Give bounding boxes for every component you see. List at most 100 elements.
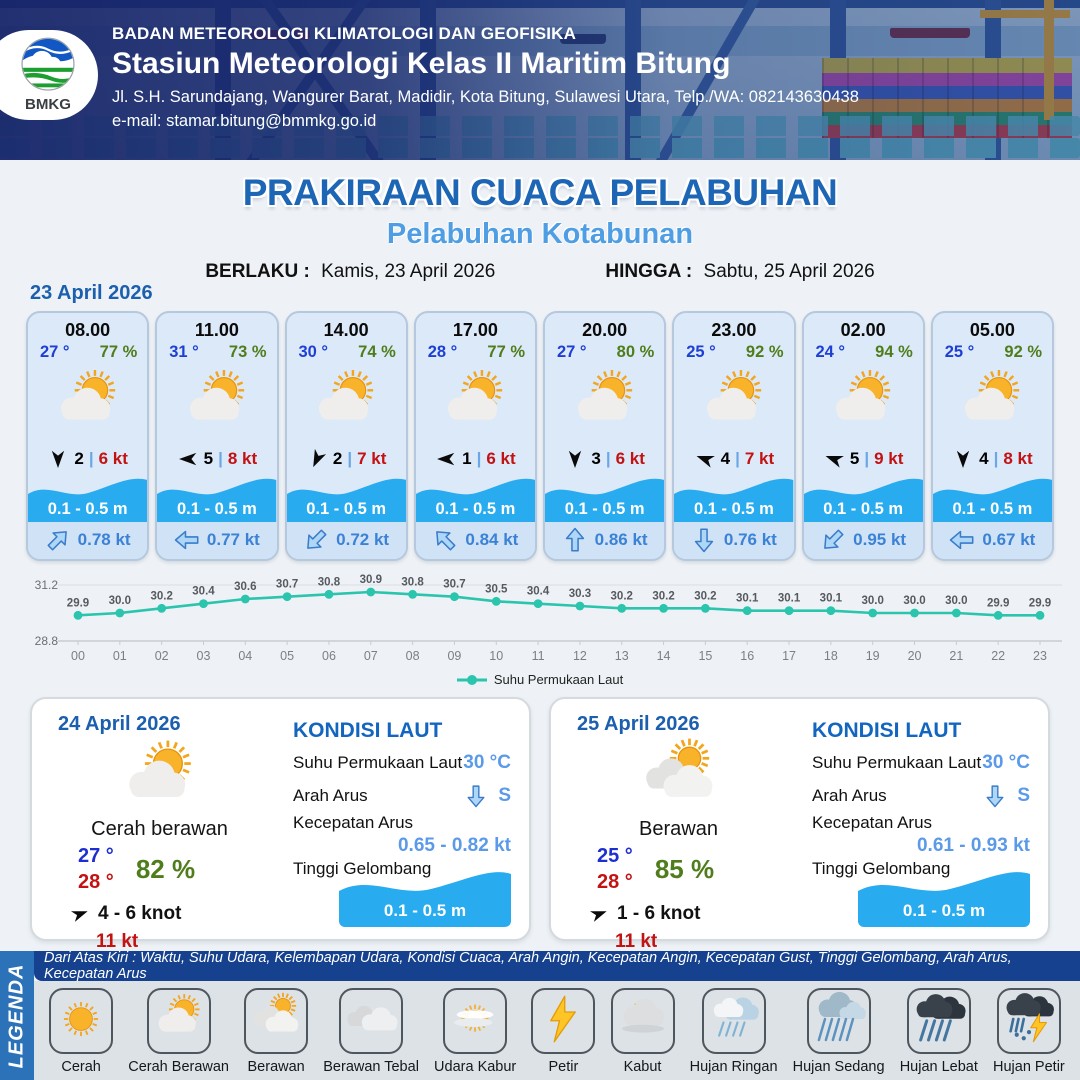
header-overlay (0, 0, 1080, 160)
current-speed-label: Kecepatan Arus (812, 813, 933, 832)
legend-icon-box (146, 988, 211, 1054)
hourly-gust: 6 kt (486, 449, 516, 469)
hourly-wave-height: 0.1 - 0.5 m (564, 499, 645, 518)
hourly-wind-row: 1 | 6 kt (416, 444, 535, 473)
svg-text:29.9: 29.9 (67, 597, 89, 609)
sea-conditions-panel: KONDISI LAUT Suhu Permukaan Laut 30 °C A… (267, 709, 511, 929)
hourly-temp: 30 ° (298, 343, 329, 361)
wind-gust-separator: | (605, 449, 611, 469)
weather-icon (248, 991, 304, 1052)
svg-text:30.2: 30.2 (150, 590, 172, 602)
daily-wind-row: 4 - 6 knot (70, 903, 267, 925)
weather-icon (811, 991, 867, 1052)
daily-wind-range: 4 - 6 knot (98, 903, 182, 924)
sst-chart: 31.2 28.8 00 01 02 03 04 05 06 07 08 09 10 11 12 13 14 15… (35, 574, 1062, 663)
hourly-wind-speed: 4 (979, 449, 989, 469)
weather-icon (157, 362, 276, 444)
hourly-wave-height: 0.1 - 0.5 m (952, 499, 1033, 518)
current-direction-icon (467, 785, 485, 808)
hourly-humidity: 80 % (616, 343, 655, 361)
svg-text:30.2: 30.2 (611, 590, 633, 602)
weather-icon (571, 736, 786, 820)
hourly-humidity: 73 % (228, 343, 267, 361)
weather-icon (545, 362, 664, 444)
wind-direction-icon (306, 448, 328, 470)
weather-icon (674, 362, 793, 444)
svg-text:04: 04 (238, 649, 252, 663)
daily-date: 25 April 2026 (577, 713, 700, 735)
daily-humidity: 82 % (135, 853, 196, 884)
weather-icon (933, 362, 1052, 444)
legend-icon-box (443, 988, 508, 1054)
wave-height-band: 0.1 - 0.5 m (674, 474, 794, 522)
current-speed-value: 0.65 - 0.82 kt (397, 835, 511, 856)
hourly-temp-humidity: 27 ° 80 % (545, 341, 664, 362)
hourly-wave-height: 0.1 - 0.5 m (306, 499, 387, 518)
hourly-forecast-card: 14.00 30 ° 74 % 2 | 7 kt 0.1 - 0.5 m 0.7… (284, 311, 408, 561)
hourly-temp: 28 ° (427, 343, 458, 361)
daily-summary-section: 24 April 2026 Cerah berawan 27 ° 28 ° 82… (0, 689, 1080, 952)
legend-title-strip: LEGENDA (0, 951, 34, 1080)
hourly-humidity: 74 % (358, 343, 396, 361)
current-row: 0.77 kt (157, 521, 277, 559)
current-direction-value: S (1017, 785, 1030, 806)
svg-text:30.0: 30.0 (945, 595, 967, 607)
wind-gust-separator: | (735, 449, 740, 469)
current-row: 0.76 kt (674, 521, 794, 559)
svg-text:03: 03 (197, 649, 211, 663)
hourly-temp-humidity: 31 ° 73 % (157, 341, 276, 362)
daily-wave-height: 0.1 - 0.5 m (383, 901, 467, 920)
sea-conditions-heading: KONDISI LAUT (293, 719, 443, 742)
daily-wind-row: 1 - 6 knot (589, 903, 786, 925)
svg-text:06: 06 (322, 649, 336, 663)
wind-direction-icon (435, 448, 457, 470)
svg-text:13: 13 (615, 649, 629, 663)
hourly-forecast-card: 20.00 27 ° 80 % 3 | 6 kt 0.1 - 0.5 m 0.8… (543, 311, 667, 561)
weather-icon (343, 991, 399, 1052)
svg-text:30.0: 30.0 (903, 595, 925, 607)
daily-wind-range: 1 - 6 knot (617, 903, 701, 924)
sst-label: Suhu Permukaan Laut (812, 753, 982, 772)
svg-text:30.2: 30.2 (694, 590, 716, 602)
weather-icon (416, 362, 535, 444)
current-direction-icon (986, 785, 1004, 808)
hourly-wave-height: 0.1 - 0.5 m (176, 499, 257, 518)
current-row: 0.67 kt (932, 521, 1052, 559)
current-direction-icon (174, 528, 200, 552)
current-direction-icon (691, 528, 717, 553)
wave-height-band: 0.1 - 0.5 m (28, 474, 148, 522)
legend-item: Cerah Berawan (128, 988, 229, 1075)
current-direction-icon (820, 528, 846, 552)
validity-until: HINGGA : Sabtu, 25 April 2026 (605, 261, 874, 283)
legend-item: Petir (531, 988, 596, 1075)
legend-item-label: Hujan Ringan (689, 1059, 778, 1075)
svg-text:14: 14 (657, 649, 671, 663)
hourly-gust: 7 kt (357, 449, 387, 469)
svg-text:20: 20 (908, 649, 922, 663)
hourly-temp: 24 ° (815, 343, 846, 361)
legend-icon-box (701, 988, 766, 1054)
hourly-wind-speed: 4 (720, 449, 731, 469)
current-direction-icon (562, 528, 588, 552)
legend-icon-box (339, 988, 404, 1054)
weather-icon (287, 362, 406, 444)
daily-condition: Berawan (639, 818, 718, 840)
validity-row: BERLAKU : Kamis, 23 April 2026 HINGGA : … (0, 261, 1080, 283)
hourly-temp: 31 ° (169, 343, 199, 361)
legend-item: Hujan Ringan (690, 988, 778, 1075)
hourly-current-speed: 0.76 kt (723, 530, 777, 550)
hourly-temp: 25 ° (686, 343, 716, 361)
wave-height-label: Tinggi Gelombang (293, 859, 432, 878)
weather-icon (28, 362, 147, 444)
chart-legend: Suhu Permukaan Laut (0, 672, 1080, 687)
svg-text:07: 07 (364, 649, 378, 663)
svg-text:00: 00 (71, 649, 85, 663)
hourly-current-speed: 0.78 kt (77, 530, 131, 550)
wave-height-band: 0.1 - 0.5 m (415, 474, 535, 522)
weather-icon (615, 991, 671, 1052)
hourly-wave-height: 0.1 - 0.5 m (47, 499, 128, 518)
hourly-gust: 9 kt (874, 449, 904, 469)
svg-text:30.0: 30.0 (109, 595, 131, 607)
legend-section: LEGENDA Dari Atas Kiri : Waktu, Suhu Uda… (0, 950, 1080, 1080)
hourly-gust: 6 kt (615, 449, 645, 469)
